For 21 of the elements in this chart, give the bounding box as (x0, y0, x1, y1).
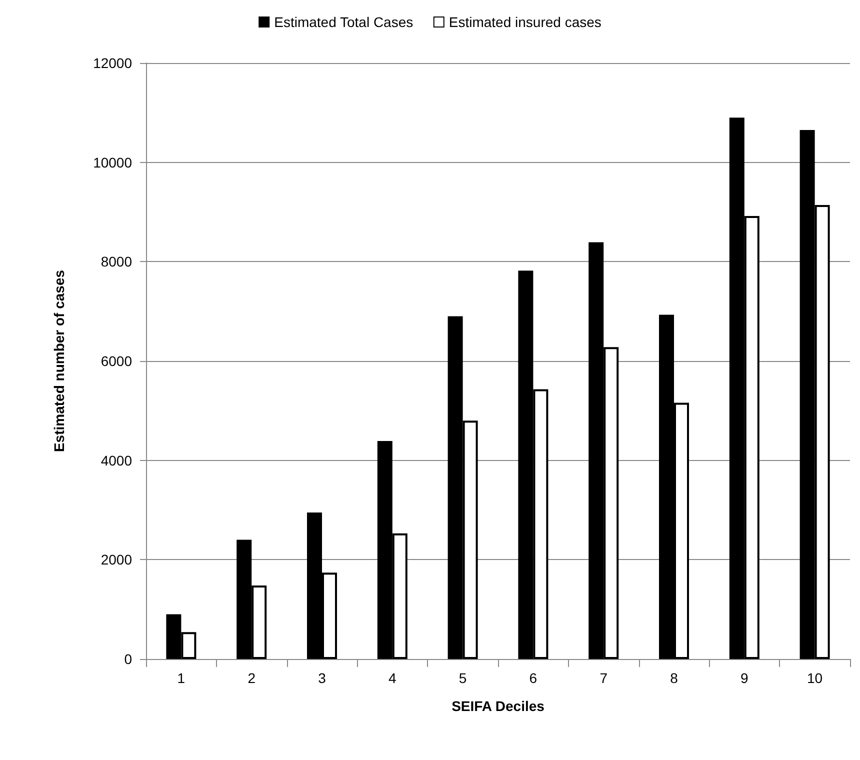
legend-label: Estimated Total Cases (274, 14, 414, 30)
y-tick-label: 2000 (100, 552, 132, 568)
y-tick-label: 8000 (100, 254, 132, 270)
x-tick-label: 1 (177, 670, 186, 686)
x-tick-label: 5 (458, 670, 467, 686)
x-tick-label: 6 (529, 670, 538, 686)
x-tick-label: 7 (600, 670, 608, 686)
y-tick-label: 6000 (100, 353, 132, 369)
x-tick-label: 10 (807, 670, 823, 686)
x-tick-label: 2 (248, 670, 256, 686)
y-tick-label: 0 (124, 651, 132, 667)
y-tick-label: 12000 (93, 55, 132, 71)
x-tick-label: 3 (318, 670, 326, 686)
legend-label: Estimated insured cases (448, 14, 602, 30)
x-axis-title: SEIFA Deciles (452, 698, 545, 714)
x-tick-label: 9 (740, 670, 748, 686)
y-tick-label: 4000 (100, 452, 132, 468)
x-tick-label: 4 (388, 670, 396, 686)
y-tick-label: 10000 (93, 154, 132, 170)
y-axis-title: Estimated number of cases (51, 270, 67, 452)
x-tick-label: 8 (670, 670, 678, 686)
